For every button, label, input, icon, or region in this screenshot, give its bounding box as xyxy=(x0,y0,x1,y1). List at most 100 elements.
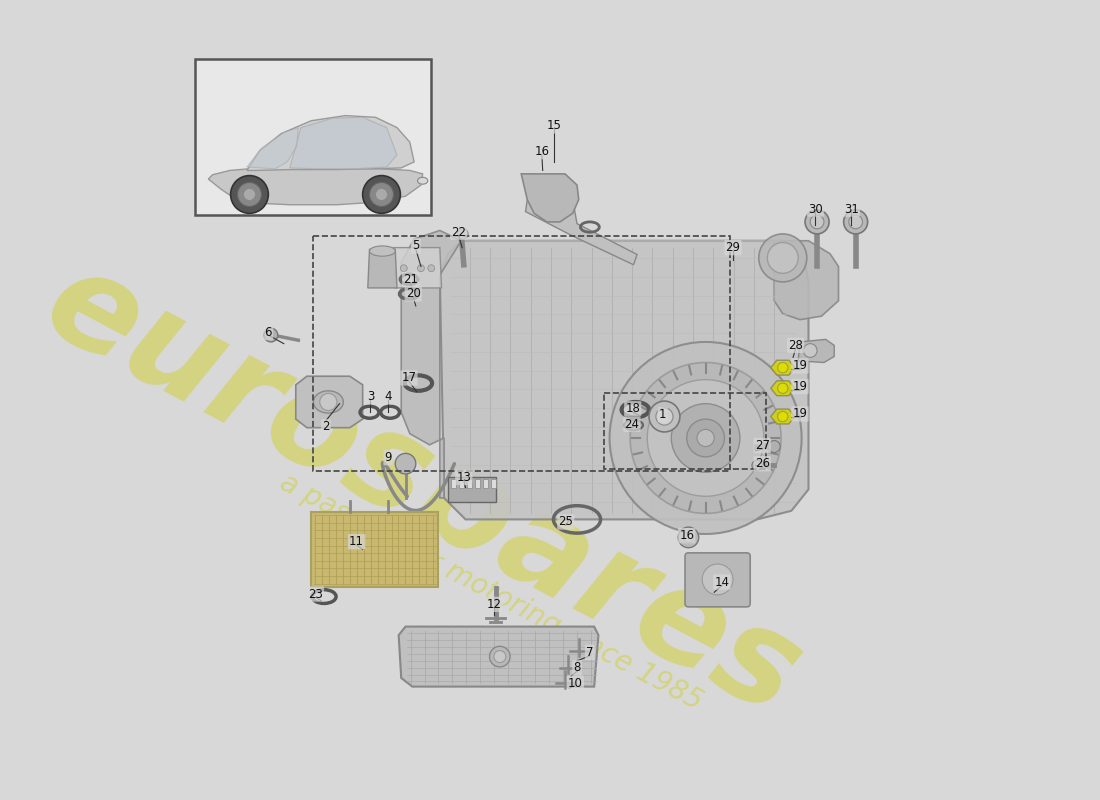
Polygon shape xyxy=(526,200,637,265)
Circle shape xyxy=(702,564,733,595)
Circle shape xyxy=(683,532,694,542)
Polygon shape xyxy=(440,241,808,519)
Text: eurospares: eurospares xyxy=(24,238,821,742)
Text: 8: 8 xyxy=(573,662,581,674)
Text: 6: 6 xyxy=(265,326,272,339)
Ellipse shape xyxy=(624,420,644,430)
Circle shape xyxy=(238,182,262,206)
Circle shape xyxy=(671,404,740,472)
Text: 12: 12 xyxy=(486,598,502,610)
Ellipse shape xyxy=(314,391,343,413)
Bar xyxy=(475,479,481,488)
Circle shape xyxy=(264,328,278,342)
Circle shape xyxy=(686,419,725,457)
Text: 25: 25 xyxy=(559,515,573,529)
Text: 19: 19 xyxy=(792,407,807,421)
Bar xyxy=(196,59,431,215)
Circle shape xyxy=(768,441,780,453)
Text: 28: 28 xyxy=(789,339,803,352)
Bar xyxy=(604,394,766,469)
Circle shape xyxy=(803,344,817,358)
Text: 26: 26 xyxy=(755,457,770,470)
Text: 15: 15 xyxy=(547,119,561,132)
Text: 24: 24 xyxy=(625,418,639,430)
Text: 9: 9 xyxy=(385,451,392,464)
Text: 19: 19 xyxy=(792,359,807,373)
Circle shape xyxy=(320,394,337,410)
Circle shape xyxy=(428,265,435,272)
Bar xyxy=(468,479,472,488)
Circle shape xyxy=(805,210,829,234)
Polygon shape xyxy=(521,174,579,222)
Circle shape xyxy=(243,189,255,201)
Text: 20: 20 xyxy=(406,287,420,301)
Text: 27: 27 xyxy=(755,439,770,452)
Polygon shape xyxy=(774,241,838,320)
Ellipse shape xyxy=(370,246,395,256)
Text: 16: 16 xyxy=(679,530,694,542)
Text: 23: 23 xyxy=(308,587,323,601)
Polygon shape xyxy=(771,360,795,375)
Text: 22: 22 xyxy=(451,226,466,238)
Circle shape xyxy=(363,176,400,214)
Circle shape xyxy=(844,210,868,234)
Text: 7: 7 xyxy=(586,646,594,659)
Bar xyxy=(312,236,729,470)
Circle shape xyxy=(231,176,268,214)
Text: 29: 29 xyxy=(726,241,740,254)
Circle shape xyxy=(494,650,506,662)
Polygon shape xyxy=(208,167,422,205)
Polygon shape xyxy=(771,381,795,396)
Circle shape xyxy=(400,265,407,272)
Circle shape xyxy=(370,182,394,206)
Text: 21: 21 xyxy=(404,273,418,286)
Circle shape xyxy=(647,380,763,496)
Circle shape xyxy=(375,189,387,201)
FancyBboxPatch shape xyxy=(685,553,750,607)
Text: 16: 16 xyxy=(535,145,549,158)
Text: 10: 10 xyxy=(568,677,583,690)
Circle shape xyxy=(752,460,762,470)
Text: 19: 19 xyxy=(792,380,807,393)
Text: 5: 5 xyxy=(412,239,419,253)
Text: 4: 4 xyxy=(385,390,392,403)
Bar xyxy=(459,479,464,488)
Text: 14: 14 xyxy=(714,575,729,589)
Text: 1: 1 xyxy=(659,408,667,422)
Circle shape xyxy=(649,401,680,432)
Text: 2: 2 xyxy=(322,420,330,434)
Circle shape xyxy=(630,362,781,514)
Circle shape xyxy=(418,265,425,272)
Text: 11: 11 xyxy=(349,535,364,548)
Circle shape xyxy=(811,215,824,229)
Bar xyxy=(449,477,495,502)
Bar xyxy=(451,479,456,488)
Circle shape xyxy=(778,362,788,373)
Text: 13: 13 xyxy=(456,471,471,484)
Circle shape xyxy=(778,383,788,394)
Circle shape xyxy=(697,430,714,446)
Circle shape xyxy=(490,646,510,667)
Circle shape xyxy=(609,342,802,534)
Circle shape xyxy=(458,229,469,239)
Polygon shape xyxy=(799,339,834,362)
Circle shape xyxy=(759,234,806,282)
Circle shape xyxy=(656,408,673,425)
Text: 31: 31 xyxy=(844,202,859,215)
Text: 3: 3 xyxy=(366,390,374,403)
Circle shape xyxy=(849,215,862,229)
Circle shape xyxy=(768,242,799,274)
Bar xyxy=(483,479,488,488)
Polygon shape xyxy=(246,127,298,169)
Polygon shape xyxy=(367,250,397,288)
Text: 18: 18 xyxy=(625,402,640,415)
Bar xyxy=(492,479,496,488)
Polygon shape xyxy=(398,626,598,686)
Circle shape xyxy=(679,527,699,548)
Polygon shape xyxy=(289,118,397,169)
Polygon shape xyxy=(296,376,363,428)
Circle shape xyxy=(778,411,788,422)
Text: 30: 30 xyxy=(808,202,823,215)
Text: a passion for motoring since 1985: a passion for motoring since 1985 xyxy=(275,469,707,716)
Ellipse shape xyxy=(418,178,428,184)
